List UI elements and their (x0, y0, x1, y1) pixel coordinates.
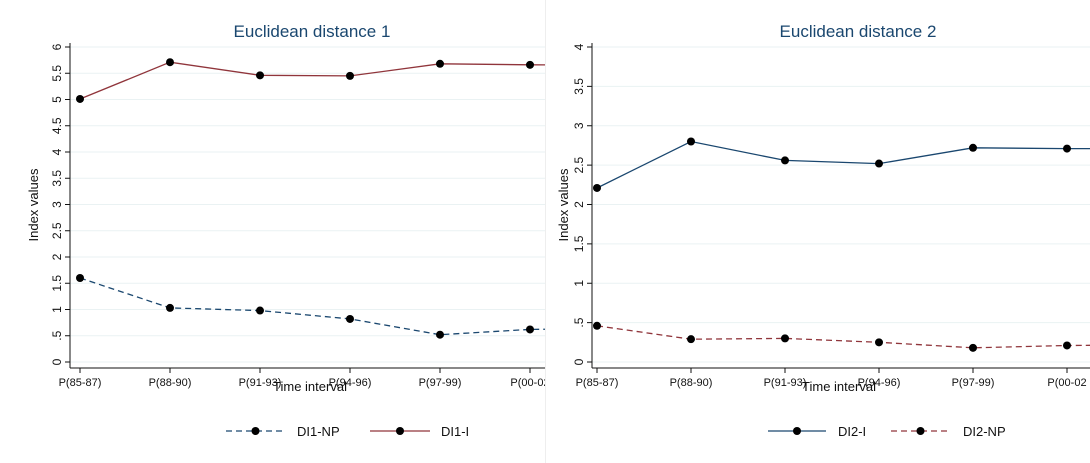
x-tick-label: P(88-90) (149, 377, 192, 389)
line-chart-1: Euclidean distance 1 0 .5 1 1.5 2 2.5 3 3.5 4 4.5 5… (26, 22, 545, 439)
data-point-di2-np (875, 338, 883, 347)
legend-marker (916, 427, 925, 435)
data-point-di2-np (969, 343, 977, 352)
chart-title: Euclidean distance 1 (234, 22, 391, 41)
x-tick-label: P(94-96) (858, 377, 901, 389)
chart-title: Euclidean distance 2 (780, 22, 937, 41)
legend-label: DI2-NP (963, 424, 1006, 439)
y-tick-label: 3.5 (572, 78, 586, 95)
legend-label: DI1-I (441, 424, 469, 439)
x-tick-label: P(97-99) (952, 377, 995, 389)
y-axis-title: Index values (26, 168, 41, 241)
y-tick-label: .5 (572, 317, 586, 327)
y-tick-label: 1 (572, 280, 586, 287)
y-tick-label: 4.5 (50, 117, 64, 134)
data-point-di1-i (526, 60, 534, 69)
line-chart-2: Euclidean distance 2 0 .5 1 1.5 2 2.5 3 3.5 4 P(85… (556, 22, 1090, 439)
x-axis-title: Time interval (802, 379, 876, 394)
data-point-di2-np (1063, 341, 1071, 350)
x-tick-label: P(85-87) (59, 377, 102, 389)
data-point-di1-np (166, 303, 174, 312)
data-point-di1-i (436, 59, 444, 68)
series-line-di2-np (596, 325, 1090, 349)
data-point-di1-np (436, 330, 444, 339)
y-tick-label: 1 (50, 306, 64, 313)
x-tick-label: P(91-93) (764, 377, 807, 389)
data-point-di2-i (687, 137, 695, 146)
legend-marker (793, 427, 801, 435)
data-point-di2-i (781, 156, 789, 165)
x-tick-label: P(94-96) (329, 377, 372, 389)
x-tick-label: P(97-99) (419, 377, 462, 389)
legend-marker (251, 427, 260, 435)
y-tick-label: 3.5 (50, 170, 64, 187)
y-tick-label: .5 (50, 330, 64, 340)
y-tick-label: 5 (50, 96, 64, 103)
y-tick-label: 3 (50, 201, 64, 208)
y-tick-label: 2.5 (50, 222, 64, 239)
y-tick-label: 2.5 (572, 156, 586, 173)
data-point-di1-i (166, 58, 174, 67)
x-tick-label: P(00-02 (1047, 377, 1086, 389)
y-tick-label: 5.5 (50, 65, 64, 82)
y-tick-label: 3 (572, 122, 586, 129)
chart-panel-1: Euclidean distance 1 0 .5 1 1.5 2 2.5 3 3.5 4 4.5 5… (26, 22, 545, 439)
x-axis-title: Time interval (273, 379, 347, 394)
legend-label: DI2-I (838, 424, 866, 439)
y-tick-label: 2 (572, 201, 586, 208)
data-point-di2-i (1063, 144, 1071, 153)
series-line-di1-np (79, 277, 545, 336)
data-point-di1-i (76, 94, 84, 103)
data-point-di1-np (256, 306, 264, 315)
y-tick-label: 0 (50, 358, 64, 365)
x-tick-label: P(88-90) (670, 377, 713, 389)
data-point-di2-np (593, 321, 601, 330)
series-line-di1-i (79, 61, 545, 100)
y-tick-label: 0 (572, 358, 586, 365)
data-point-di2-np (781, 334, 789, 343)
data-point-di1-np (76, 274, 84, 282)
legend-marker (396, 427, 404, 435)
y-tick-label: 4 (572, 43, 586, 50)
y-tick-label: 1.5 (50, 275, 64, 292)
x-tick-label: P(85-87) (576, 377, 619, 389)
data-point-di2-np (687, 335, 695, 344)
data-point-di2-i (969, 143, 977, 152)
panel-divider (545, 0, 546, 463)
chart-panel-2: Euclidean distance 2 0 .5 1 1.5 2 2.5 3 3.5 4 P(85… (546, 0, 1090, 463)
y-axis-title: Index values (556, 168, 571, 241)
x-tick-label: P(00-02 (510, 377, 545, 389)
y-tick-label: 2 (50, 253, 64, 260)
data-point-di1-np (346, 314, 354, 323)
data-point-di2-i (875, 159, 883, 168)
data-point-di2-i (593, 183, 601, 192)
y-tick-label: 4 (50, 148, 64, 155)
legend-label: DI1-NP (297, 424, 340, 439)
x-tick-label: P(91-93) (239, 377, 282, 389)
data-point-di1-i (346, 71, 354, 80)
data-point-di1-i (256, 71, 264, 80)
data-point-di1-np (526, 325, 534, 334)
y-tick-label: 1.5 (572, 235, 586, 252)
y-tick-label: 6 (50, 43, 64, 50)
